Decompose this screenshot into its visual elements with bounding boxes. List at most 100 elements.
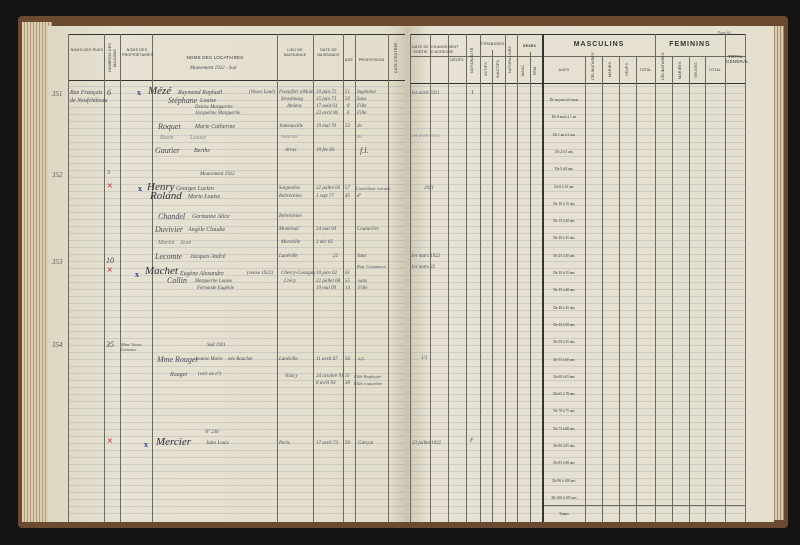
age-3: 30 (345, 381, 350, 386)
header-total-general: TOTAL GÉNÉRAL (726, 54, 749, 64)
age-1: 57 (345, 186, 350, 191)
resident-3-date: 19 fév 83 (316, 148, 335, 153)
header-numero: Numéros des maisons (108, 43, 117, 73)
resident-2: Duvivier (155, 225, 183, 234)
left-page (48, 26, 406, 522)
header-naturalises: Naturalisés (508, 46, 512, 74)
tenant-given: Georges Lucien (176, 186, 214, 192)
age-band-label: De 6 mois à 1 an (551, 115, 577, 120)
header-sexes: Sexes (523, 44, 536, 48)
birthplace-1: Francfort s/Main (279, 90, 314, 95)
tenant-surname-2: Stéphane (168, 96, 198, 105)
age-band-label: De 60 à 65 ans (553, 374, 575, 379)
tenant-surname: Mercier (156, 436, 192, 448)
street-name: Rue François (70, 90, 103, 96)
age-1: 61 (345, 271, 350, 276)
birthdate-2: 24 octobre 91 (316, 374, 344, 379)
age-3: 14 (345, 286, 350, 291)
resident-1-lieu: Jumeauville (279, 124, 304, 129)
age-band-label: De 80 à 85 ans (553, 444, 575, 448)
header-date: Date de naissance (317, 48, 340, 57)
age-band-label: De 2 à 5 ans (555, 149, 573, 154)
resident-2-lieu: Montreuil (279, 227, 299, 232)
resident-2-given: Angèle Claudie (188, 227, 226, 233)
tenant-given-2: Marie Louise (188, 194, 221, 200)
resident-2-given: Louise (190, 135, 207, 141)
header-actifs: Actifs (484, 62, 488, 76)
birthplace-1: Lunéville (279, 357, 298, 362)
header-changement: Changement d'adresse (431, 45, 459, 54)
header-veuves: Veuves (694, 62, 698, 78)
profession-1: Ingénieur (357, 90, 377, 95)
header-lieu: Lieu de naissance (283, 48, 307, 57)
age-band-label: De 100 à 105 ans (551, 495, 577, 500)
tenant-note: (Veuve Loué) (249, 90, 276, 95)
exit-date-2: 1er mars 1922 (411, 254, 441, 259)
age-1: 50 (345, 441, 350, 446)
resident-4-date: 22 (333, 254, 338, 259)
resident-3: Gautier (155, 146, 180, 155)
tenant-note: née Bouchet (228, 357, 253, 362)
tally-mark: F (470, 438, 474, 444)
resident-3-date: 3 déc 65 (316, 240, 333, 245)
owner-name: Mme Veuve Lemoine (121, 342, 142, 352)
birthplace-2: Strasbourg (281, 97, 304, 102)
exit-date: 1921 (424, 186, 434, 191)
age-band-label: De 1 an à 2 ans (552, 132, 576, 137)
header-sortie: Date de sortie (412, 45, 429, 54)
totals-label: Totaux (559, 512, 569, 516)
exit-date: 23 juillet 1922 (412, 441, 442, 446)
birthdate-4: 23 avril 06 (316, 111, 338, 116)
page-number: Page 63 (718, 30, 731, 35)
birthdate-1: 10 janv 62 (316, 271, 338, 276)
resident-3-lieu: Marseille (281, 240, 301, 245)
birthdate-3: 8 avril 93 (316, 381, 336, 386)
resident-2-prof: Couturière (357, 227, 379, 232)
birthdate-2: 1 sept 77 (316, 194, 335, 199)
house-number: 3 (107, 170, 110, 176)
header-inactifs: Inactifs (496, 60, 500, 78)
tenant-surname-2: Rouget (170, 372, 187, 378)
entry-number: 354 (52, 341, 63, 349)
red-x-mark: × (107, 436, 113, 447)
entry-number: 352 (52, 171, 63, 179)
resident-4-lieu: Lunéville (279, 254, 298, 259)
age-band-label: De 45 à 50 ans (553, 322, 575, 327)
resident-3: Martin (158, 240, 175, 246)
age-2: 31 (345, 374, 350, 379)
resident-1-date: 19 mai 70 (316, 124, 336, 129)
age-band-label: De un jour à 6 mois (549, 98, 579, 102)
tenant-given-2: Marguerite Louise (195, 279, 233, 284)
header-profession: Profession (358, 58, 385, 62)
resident-1: Roquet (158, 122, 181, 131)
sub-note: Nº 230 (205, 430, 219, 435)
resident-4-given: Jacques André (190, 254, 226, 260)
profession-1: Garçon (358, 441, 374, 446)
resident-2-lieu: Neuville (281, 135, 298, 140)
resident-3-prof: f.l. (360, 146, 369, 155)
house-number: 10 (106, 256, 114, 265)
birthdate-3: 17 août 03 (316, 104, 338, 109)
tenant-surname: Mézé (148, 85, 172, 97)
red-x-mark: × (107, 181, 113, 192)
age-4: 6 (347, 111, 350, 116)
profession-3: Fille (358, 286, 368, 291)
age-2: 45 (345, 194, 350, 199)
header-nationalite: Nationalité (470, 47, 474, 73)
birthplace-1: Soignolles (279, 186, 300, 191)
age-band-label: De 55 à 60 ans (553, 357, 575, 362)
header-masc: Masc. (521, 63, 525, 77)
tenant-surname: Mme Rouget (157, 355, 198, 364)
age-band-label: De 90 à 100 ans (552, 478, 576, 483)
header-age: Age (344, 58, 354, 62)
age-band-label: De 15 à 20 ans (553, 219, 575, 224)
age-band-label: De 50 à 55 ans (553, 340, 575, 345)
header-masculins: MASCULINS (573, 41, 625, 48)
child-1: Fernande Eugénie (197, 286, 235, 291)
age-band-label: De 20 à 25 ans (553, 236, 575, 241)
birthplace-2: Crécy (284, 279, 296, 284)
tenant-given: Eugène Alexandre (180, 271, 224, 277)
resident-3-given: Jean (180, 240, 192, 246)
child-2: Jacqueline Marguerite (195, 111, 241, 116)
profession-1: s.p. (358, 357, 365, 362)
